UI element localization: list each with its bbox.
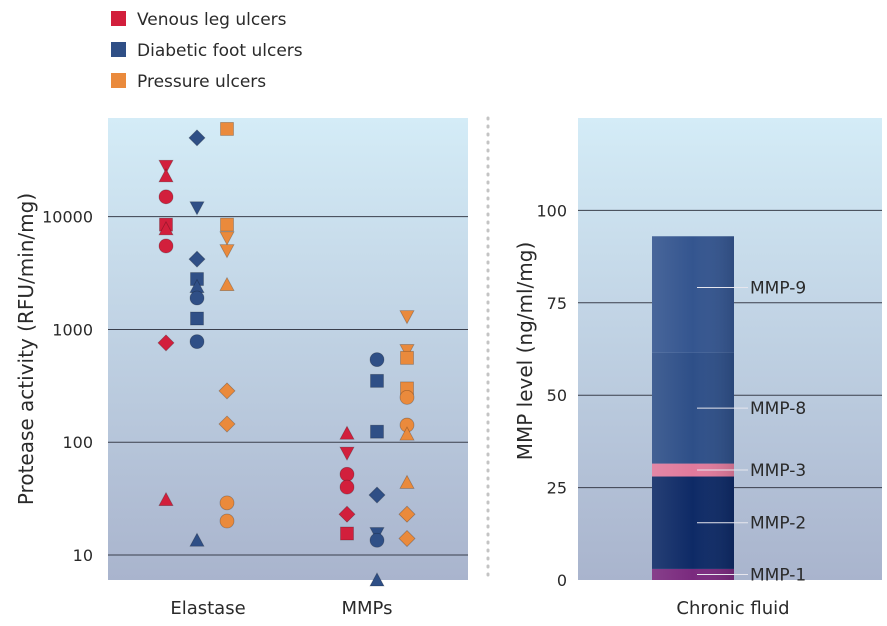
segment-label-mmp-3: MMP-3 (750, 461, 806, 481)
bar-y-tick-label: 50 (547, 386, 567, 405)
scatter-point-pressure (399, 389, 415, 405)
scatter-point-venous (339, 425, 355, 440)
scatter-point-pressure (220, 122, 234, 136)
scatter-point-venous (339, 446, 355, 461)
scatter-point-diabetic (368, 486, 386, 504)
scatter-point-venous (339, 466, 355, 482)
legend-item-diabetic: Diabetic foot ulcers (111, 41, 303, 61)
bar-segment-labels: MMP-1 MMP-2 MMP-3 MMP-8 MMP-9 (697, 278, 806, 585)
scatter-point-pressure (400, 350, 414, 365)
bar-y-tick-label: 75 (547, 294, 567, 313)
scatter-points (157, 122, 416, 587)
scatter-point-diabetic (189, 334, 205, 350)
scatter-point-pressure (398, 529, 416, 548)
scatter-point-pressure (399, 344, 415, 359)
scatter-point-diabetic (188, 250, 206, 268)
scatter-point-venous (158, 189, 174, 205)
category-label-elastase: Elastase (170, 598, 245, 619)
scatter-point-diabetic (370, 373, 384, 388)
scatter-plot-area (108, 118, 468, 580)
scatter-point-pressure (219, 276, 235, 291)
scatter-gridlines (108, 216, 468, 556)
scatter-chart: 10 100 1000 10000 Elastase MMPs Protease ac… (14, 118, 468, 619)
scatter-point-pressure (398, 505, 416, 523)
segment-label-mmp-8: MMP-8 (750, 399, 806, 419)
legend-label-venous: Venous leg ulcers (137, 10, 287, 30)
scatter-point-diabetic (190, 311, 204, 326)
legend-swatch-pressure (111, 73, 126, 88)
segment-label-mmp-2: MMP-2 (750, 514, 806, 534)
scatter-point-venous (340, 526, 354, 541)
bar-y-tick-label: 100 (536, 201, 567, 220)
scatter-point-pressure (219, 513, 235, 529)
scatter-point-diabetic (369, 352, 385, 368)
scatter-point-pressure (219, 244, 235, 259)
scatter-point-venous (339, 479, 355, 495)
legend-swatch-diabetic (111, 42, 126, 57)
scatter-point-venous (158, 168, 174, 183)
scatter-point-venous (338, 505, 356, 523)
bar-chart: 0 25 50 75 100 MMP-1 MMP-2 MMP-3 MMP-8 MMP-9 Chr… (513, 118, 882, 619)
scatter-point-diabetic (369, 572, 385, 587)
scatter-point-venous (158, 491, 174, 506)
scatter-point-venous (158, 221, 174, 236)
scatter-y-axis-title: Protease activity (RFU/min/mg) (14, 193, 38, 505)
scatter-y-ticks: 10 100 1000 10000 (42, 208, 93, 565)
scatter-point-pressure (219, 231, 235, 246)
scatter-point-pressure (218, 415, 236, 433)
legend-swatch-venous (111, 11, 126, 26)
segment-label-mmp-9: MMP-9 (750, 278, 806, 298)
scatter-point-pressure (220, 217, 234, 232)
legend-item-pressure: Pressure ulcers (111, 72, 266, 92)
legend: Venous leg ulcers Diabetic foot ulcers P… (111, 10, 303, 92)
legend-label-pressure: Pressure ulcers (137, 72, 266, 92)
scatter-point-venous (158, 159, 174, 175)
scatter-point-diabetic (188, 129, 206, 147)
legend-label-diabetic: Diabetic foot ulcers (137, 41, 303, 61)
scatter-y-tick-label: 100 (62, 433, 93, 452)
legend-item-venous: Venous leg ulcers (111, 10, 287, 30)
scatter-point-diabetic (369, 532, 385, 548)
scatter-y-tick-label: 10 (73, 546, 93, 565)
category-label-mmps: MMPs (342, 598, 393, 619)
bar-y-ticks: 0 25 50 75 100 (536, 201, 567, 590)
scatter-y-tick-label: 10000 (42, 208, 93, 227)
scatter-point-diabetic (370, 424, 384, 439)
bar-y-axis-title: MMP level (ng/ml/mg) (513, 242, 537, 461)
scatter-point-venous (157, 334, 175, 352)
bar-y-tick-label: 0 (557, 571, 567, 590)
scatter-point-pressure (399, 310, 415, 325)
segment-label-mmp-1: MMP-1 (750, 565, 806, 585)
scatter-point-diabetic (189, 290, 205, 306)
scatter-point-pressure (399, 426, 415, 441)
scatter-point-venous (158, 238, 174, 254)
scatter-point-pressure (218, 382, 236, 400)
scatter-point-pressure (399, 474, 415, 489)
bar-y-tick-label: 25 (547, 479, 567, 498)
scatter-point-pressure (219, 495, 235, 511)
scatter-point-diabetic (189, 532, 205, 547)
scatter-point-diabetic (189, 201, 205, 216)
scatter-y-tick-label: 1000 (52, 320, 93, 339)
category-label-chronic-fluid: Chronic fluid (676, 598, 789, 619)
